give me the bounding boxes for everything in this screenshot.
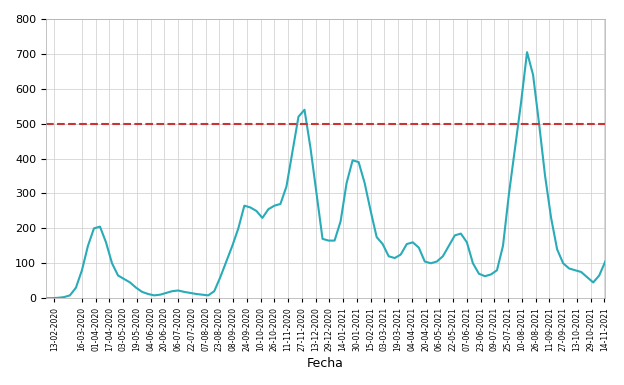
X-axis label: Fecha: Fecha (307, 357, 344, 370)
